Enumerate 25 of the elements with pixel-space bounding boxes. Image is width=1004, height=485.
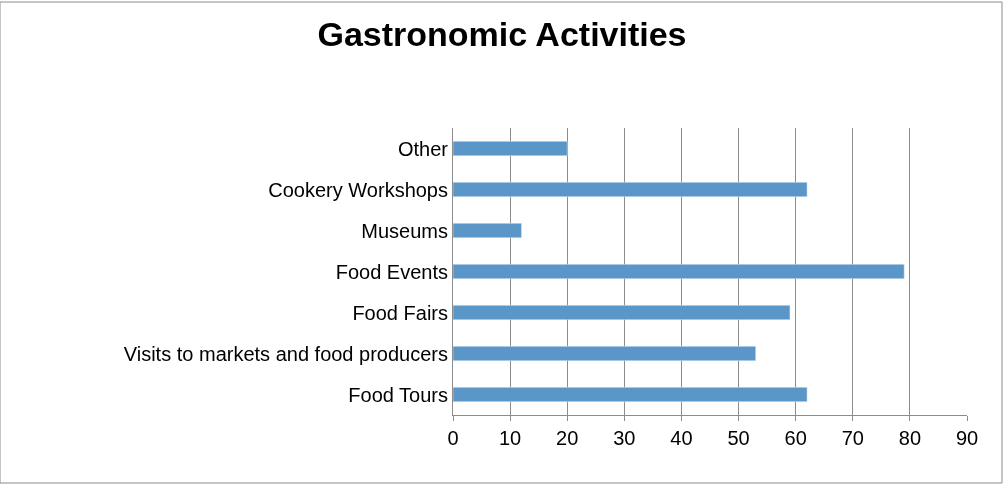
x-tick-label: 30: [613, 427, 636, 449]
x-tick-label: 0: [447, 427, 459, 449]
bar: [453, 182, 808, 197]
y-tick-label: Food Tours: [348, 383, 448, 406]
bar: [453, 305, 791, 320]
y-tick-label: Museums: [361, 219, 448, 242]
x-tick-label: 60: [784, 427, 807, 449]
y-tick-label: Food Events: [335, 260, 448, 283]
y-tick-label: Other: [397, 137, 449, 160]
y-tick-label: Cookery Workshops: [268, 178, 448, 201]
bar: [453, 387, 808, 402]
x-tick-label: 20: [556, 427, 579, 449]
bar: [453, 346, 756, 361]
x-tick-label: 70: [841, 427, 864, 449]
chart-title: Gastronomic Activities: [317, 14, 687, 53]
x-tick-label: 40: [670, 427, 693, 449]
y-tick-label: Visits to markets and food producers: [123, 342, 448, 365]
bar: [453, 141, 568, 156]
bar: [453, 264, 905, 279]
x-tick-label: 80: [898, 427, 922, 449]
x-tick-label: 10: [498, 427, 522, 449]
x-tick-label: 90: [955, 427, 979, 449]
y-tick-label: Food Fairs: [352, 301, 448, 324]
x-tick-label: 50: [727, 427, 750, 449]
bar: [453, 223, 522, 238]
